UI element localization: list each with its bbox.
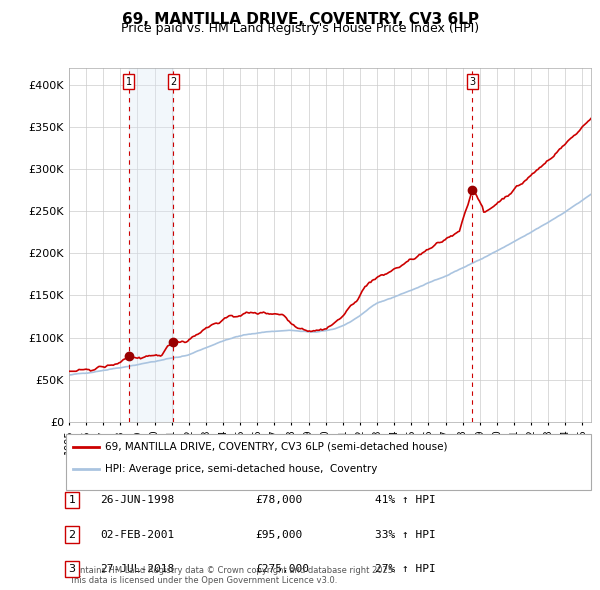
Text: 3: 3 xyxy=(68,564,76,573)
Text: £95,000: £95,000 xyxy=(255,530,302,539)
Text: 69, MANTILLA DRIVE, COVENTRY, CV3 6LP (semi-detached house): 69, MANTILLA DRIVE, COVENTRY, CV3 6LP (s… xyxy=(105,442,448,451)
Text: 26-JUN-1998: 26-JUN-1998 xyxy=(100,496,175,505)
Text: Contains HM Land Registry data © Crown copyright and database right 2025.
This d: Contains HM Land Registry data © Crown c… xyxy=(69,566,395,585)
Text: £78,000: £78,000 xyxy=(255,496,302,505)
Text: 33% ↑ HPI: 33% ↑ HPI xyxy=(375,530,436,539)
Bar xyxy=(128,68,173,422)
Text: 2: 2 xyxy=(170,77,176,87)
Text: 41% ↑ HPI: 41% ↑ HPI xyxy=(375,496,436,505)
Text: 02-FEB-2001: 02-FEB-2001 xyxy=(100,530,175,539)
Text: 69, MANTILLA DRIVE, COVENTRY, CV3 6LP: 69, MANTILLA DRIVE, COVENTRY, CV3 6LP xyxy=(121,12,479,27)
Text: 1: 1 xyxy=(68,496,76,505)
Text: HPI: Average price, semi-detached house,  Coventry: HPI: Average price, semi-detached house,… xyxy=(105,464,377,474)
Text: £275,000: £275,000 xyxy=(255,564,309,573)
Text: 1: 1 xyxy=(125,77,131,87)
Text: 27% ↑ HPI: 27% ↑ HPI xyxy=(375,564,436,573)
Text: 27-JUL-2018: 27-JUL-2018 xyxy=(100,564,175,573)
Text: 3: 3 xyxy=(469,77,475,87)
Text: 2: 2 xyxy=(68,530,76,539)
Text: Price paid vs. HM Land Registry's House Price Index (HPI): Price paid vs. HM Land Registry's House … xyxy=(121,22,479,35)
